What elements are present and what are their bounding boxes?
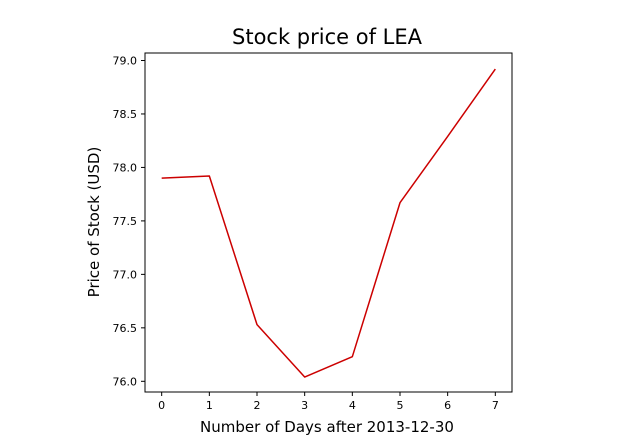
y-tick-label: 78.5 — [113, 108, 138, 121]
x-tick-label: 2 — [254, 399, 261, 412]
y-axis-label: Price of Stock (USD) — [85, 147, 103, 298]
series-line-0 — [161, 68, 496, 378]
y-tick-label: 76.0 — [113, 375, 138, 388]
y-tick-label: 78.0 — [113, 161, 138, 174]
x-tick-label: 1 — [206, 399, 213, 412]
plot-frame — [144, 52, 513, 393]
y-tick-label: 77.5 — [113, 215, 138, 228]
x-tick-label: 3 — [301, 399, 308, 412]
y-tick-label: 76.5 — [113, 322, 138, 335]
plot-area: 0 1 2 3 4 5 6 7 76.0 76.5 77.0 77.5 78.0 78.5 79.0 — [113, 52, 513, 412]
x-tick-label: 0 — [158, 399, 165, 412]
y-tick-label: 77.0 — [113, 268, 138, 281]
x-axis-label: Number of Days after 2013-12-30 — [200, 418, 454, 436]
x-tick-label: 4 — [349, 399, 356, 412]
x-tick-label: 7 — [492, 399, 499, 412]
x-tick-label: 6 — [444, 399, 451, 412]
y-tick-label: 79.0 — [113, 54, 138, 67]
chart-title: Stock price of LEA — [232, 25, 423, 49]
x-tick-label: 5 — [396, 399, 403, 412]
